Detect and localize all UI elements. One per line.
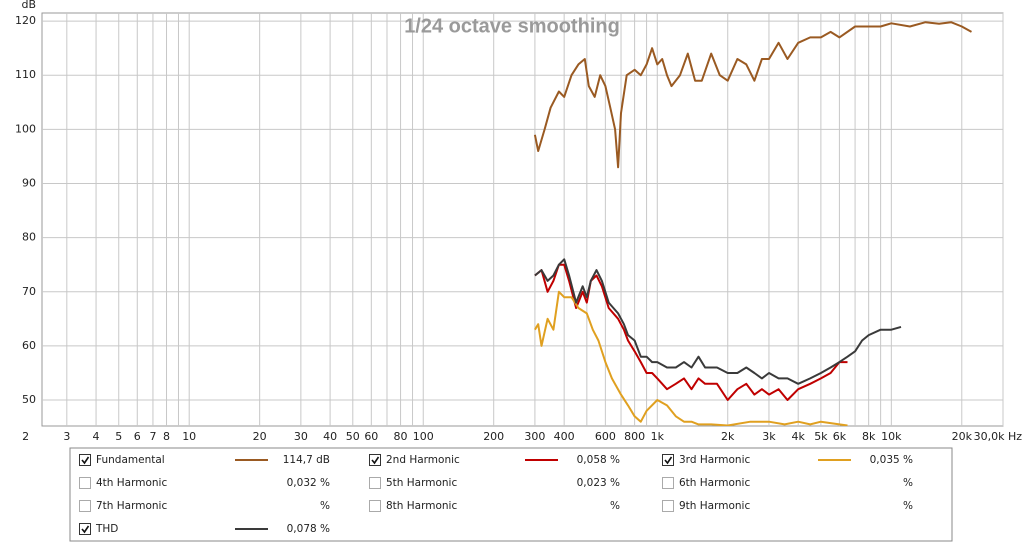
x-tick-label: 50 <box>346 430 360 443</box>
y-tick-label: 110 <box>15 68 36 81</box>
x-tick-label: 1k <box>651 430 665 443</box>
legend-reading: 0,035 % <box>870 454 913 466</box>
legend-label: 6th Harmonic <box>679 477 750 489</box>
y-axis-label: dB <box>21 0 36 11</box>
legend-label: 3rd Harmonic <box>679 454 751 466</box>
y-tick-label: 60 <box>22 339 36 352</box>
checkbox[interactable] <box>369 454 381 466</box>
checkbox[interactable] <box>662 477 674 489</box>
checkbox[interactable] <box>369 477 381 489</box>
legend-reading: 114,7 dB <box>283 454 330 466</box>
x-tick-label: 7 <box>149 430 156 443</box>
checkmark <box>81 525 90 534</box>
checkmark <box>371 456 380 465</box>
x-tick-label: 200 <box>483 430 504 443</box>
x-tick-label: 80 <box>394 430 408 443</box>
legend: Fundamental 114,7 dB 2nd Harmonic 0,058 % 3r… <box>79 454 913 535</box>
x-tick-label: 4k <box>792 430 806 443</box>
legend-reading: 0,032 % <box>287 477 330 489</box>
legend-label: 9th Harmonic <box>679 500 750 512</box>
x-tick-label: 30 <box>294 430 308 443</box>
legend-reading: % <box>903 477 913 489</box>
x-tick-label: 100 <box>413 430 434 443</box>
x-tick-label: 3k <box>762 430 776 443</box>
legend-reading: % <box>320 500 330 512</box>
series-lines <box>533 21 972 426</box>
legend-label: Fundamental <box>96 454 165 466</box>
x-tick-label: 600 <box>595 430 616 443</box>
x-tick-label: 5 <box>115 430 122 443</box>
x-tick-label: 6 <box>134 430 141 443</box>
checkbox[interactable] <box>79 454 91 466</box>
checkbox[interactable] <box>662 454 674 466</box>
legend-label: 5th Harmonic <box>386 477 457 489</box>
x-tick-label: 8 <box>163 430 170 443</box>
legend-reading: 0,023 % <box>577 477 620 489</box>
x-tick-label: 400 <box>554 430 575 443</box>
legend-label: THD <box>95 523 118 535</box>
series-line <box>534 258 902 385</box>
series-line <box>534 290 848 426</box>
grid <box>42 13 1004 426</box>
x-tick-label: 60 <box>364 430 378 443</box>
legend-label: 2nd Harmonic <box>386 454 460 466</box>
x-tick-label: 800 <box>624 430 645 443</box>
plot-area <box>41 12 1004 427</box>
checkmark <box>81 456 90 465</box>
x-tick-label: 20 <box>253 430 267 443</box>
legend-reading: % <box>610 500 620 512</box>
checkbox[interactable] <box>369 500 381 512</box>
x-tick-label: 4 <box>93 430 100 443</box>
legend-label: 7th Harmonic <box>96 500 167 512</box>
x-tick-label: 300 <box>524 430 545 443</box>
checkbox[interactable] <box>79 500 91 512</box>
legend-label: 8th Harmonic <box>386 500 457 512</box>
x-tick-label: 20k <box>952 430 973 443</box>
x-tick-label: 5k <box>814 430 828 443</box>
checkmark <box>664 456 673 465</box>
y-tick-label: 70 <box>22 285 36 298</box>
legend-reading: 0,058 % <box>577 454 620 466</box>
y-tick-label: 100 <box>15 122 36 135</box>
y-tick-label: 50 <box>22 393 36 406</box>
y-tick-label: 80 <box>22 231 36 244</box>
legend-reading: 0,078 % <box>287 523 330 535</box>
x-tick-label: 3 <box>63 430 70 443</box>
legend-panel <box>69 447 953 542</box>
series-line <box>533 21 972 169</box>
legend-label: 4th Harmonic <box>96 477 167 489</box>
y-tick-label: 90 <box>22 177 36 190</box>
chart-title: 1/24 octave smoothing <box>404 15 620 37</box>
x-tick-label: 10 <box>182 430 196 443</box>
x-tick-label: 40 <box>323 430 337 443</box>
x-tick-label: 10k <box>881 430 902 443</box>
x-tick-label: 2 <box>22 430 29 443</box>
checkbox[interactable] <box>662 500 674 512</box>
checkbox[interactable] <box>79 477 91 489</box>
checkbox[interactable] <box>79 523 91 535</box>
x-tick-label: 30,0k Hz <box>974 430 1023 443</box>
x-tick-label: 6k <box>833 430 847 443</box>
x-tick-label: 2k <box>721 430 735 443</box>
x-tick-label: 8k <box>862 430 876 443</box>
y-tick-label: 120 <box>15 14 36 27</box>
series-line <box>534 263 848 401</box>
legend-reading: % <box>903 500 913 512</box>
